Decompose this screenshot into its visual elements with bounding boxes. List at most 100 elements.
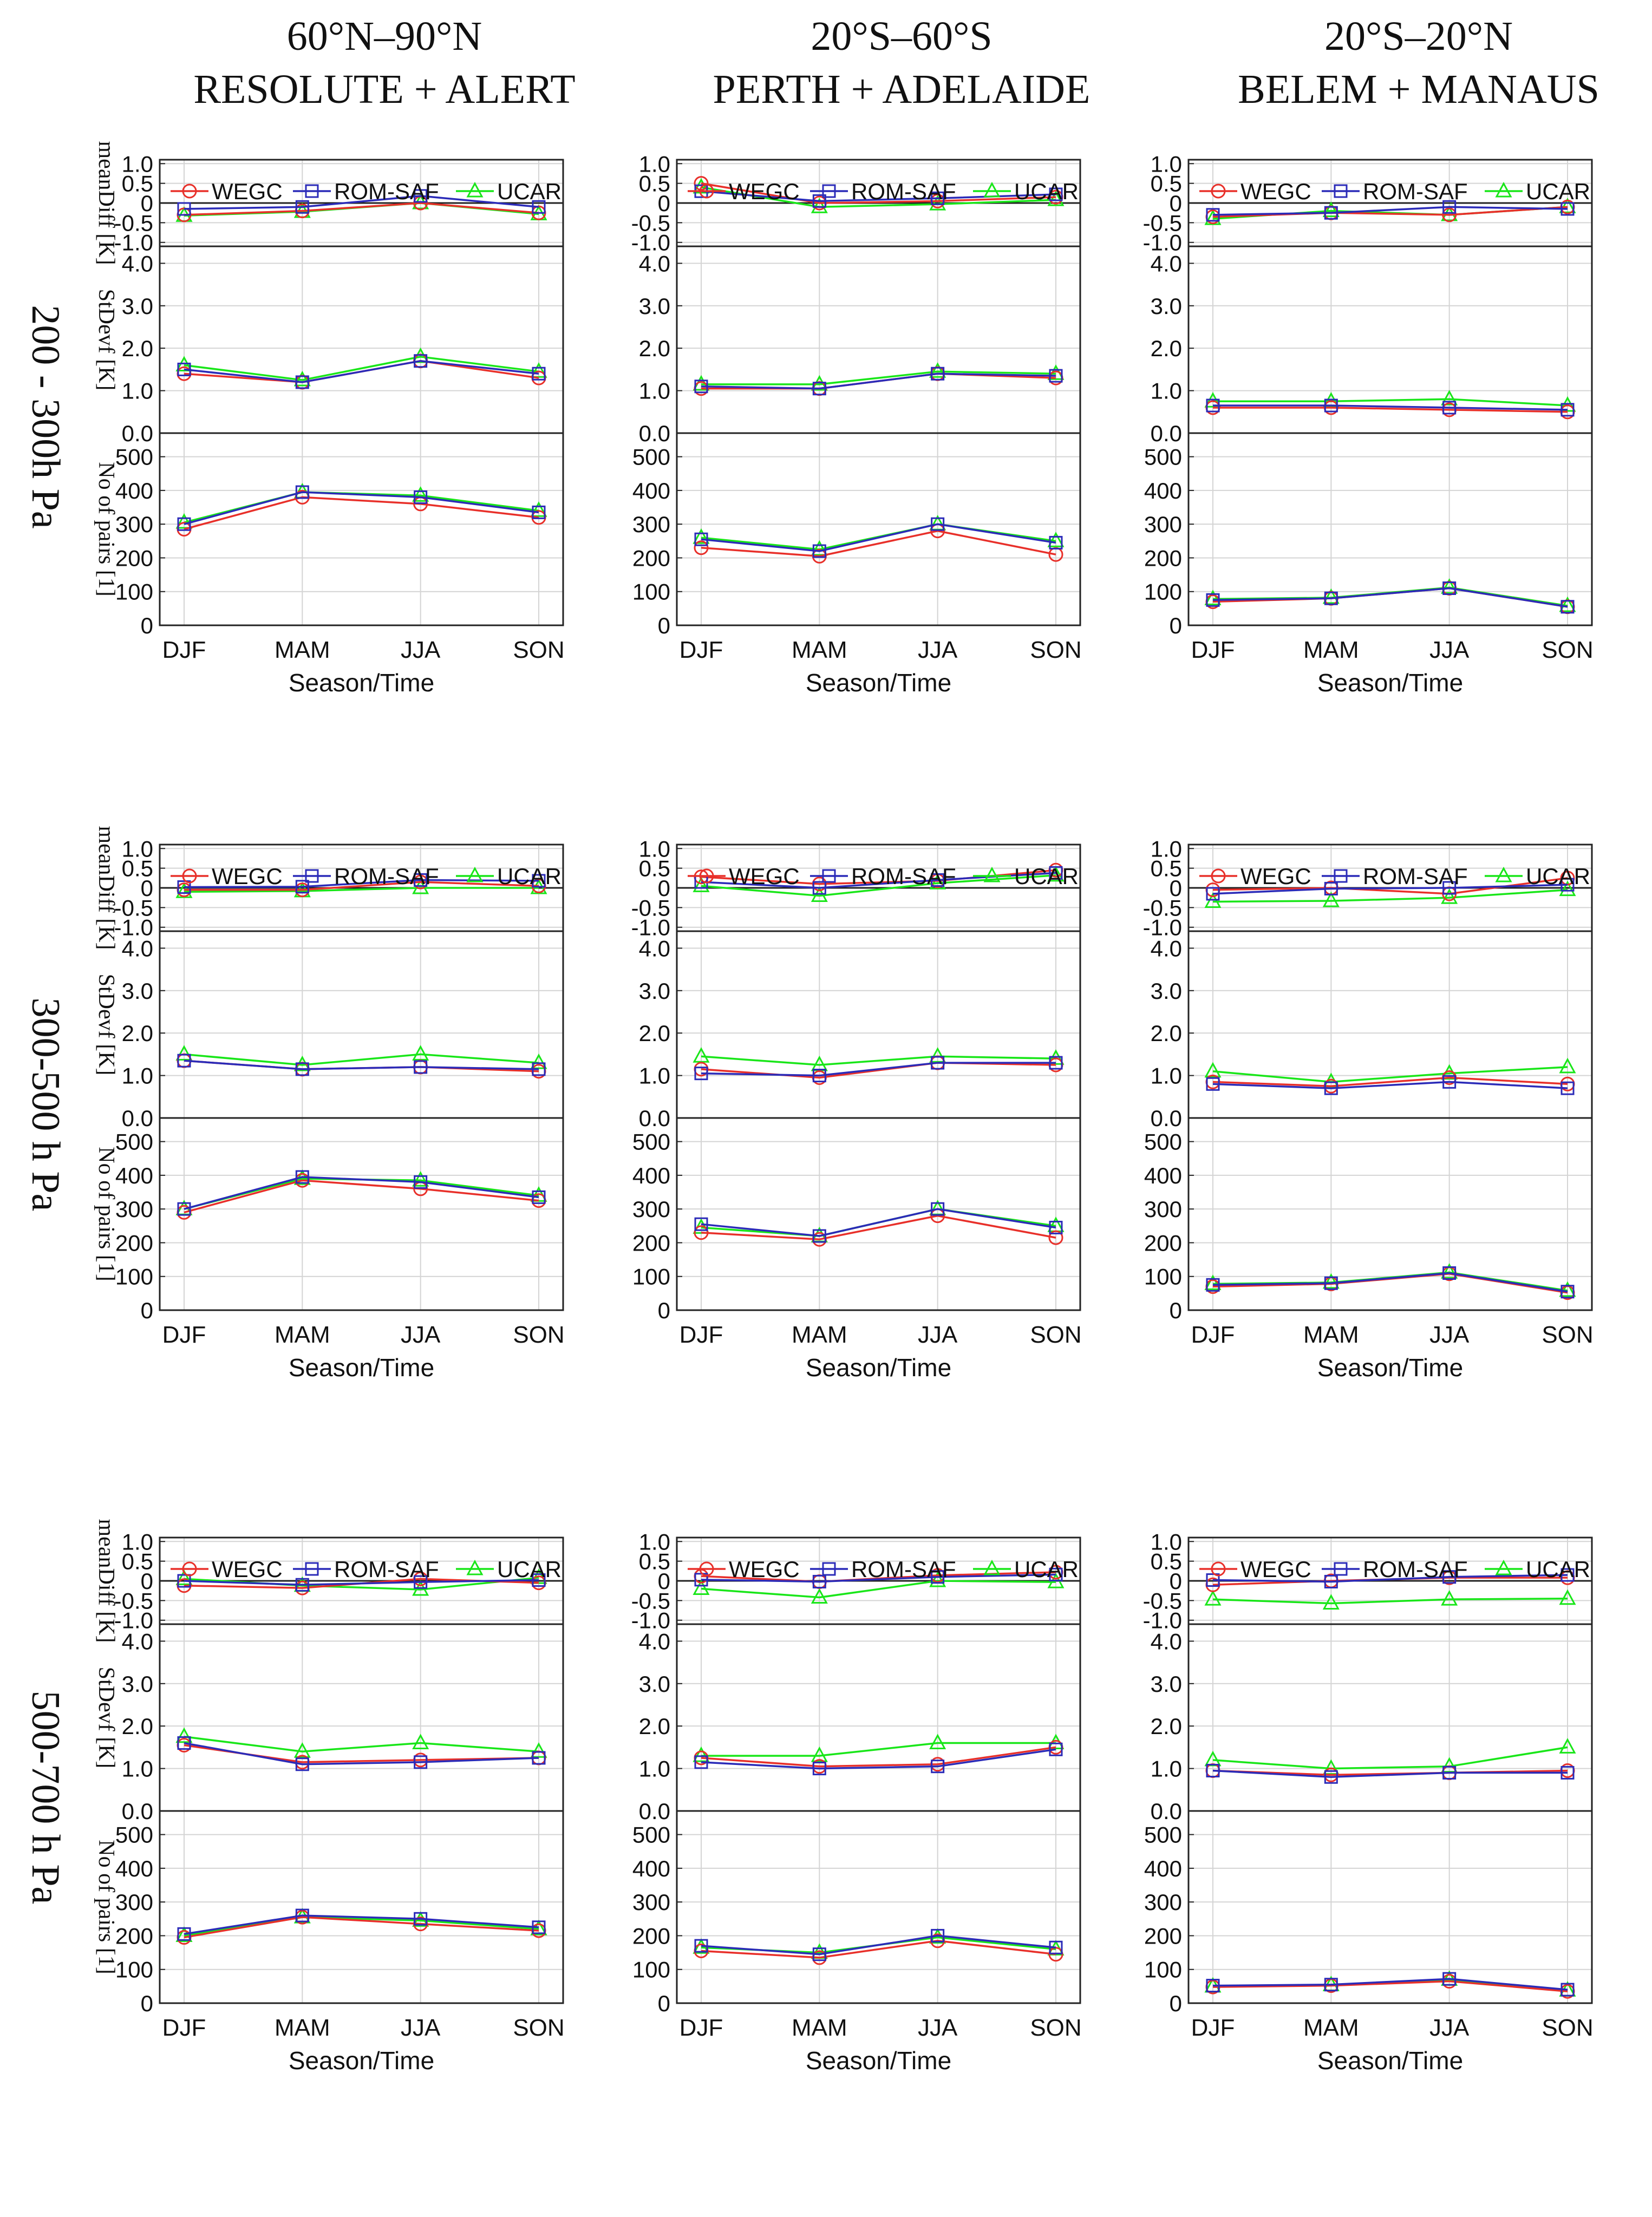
- x-tick-label: MAM: [1303, 2015, 1359, 2041]
- data-point-rom-saf: [295, 1908, 309, 1922]
- data-point-rom-saf: [812, 1069, 826, 1083]
- legend-marker-wegc: [1211, 1561, 1226, 1577]
- y-tick-label: 0: [1170, 191, 1182, 216]
- series-line-ucar: [701, 874, 1056, 897]
- series-line-rom-saf: [184, 1176, 539, 1210]
- y-tick-label: 1.0: [639, 378, 670, 404]
- x-axis-label: Season/Time: [806, 1353, 951, 1382]
- series-line-rom-saf: [1212, 1272, 1568, 1293]
- sd-panel: 4.0 3.0 2.0 1.0 0.0: [1151, 245, 1593, 446]
- x-tick-label: DJF: [162, 1322, 206, 1348]
- data-point-rom-saf: [812, 194, 826, 208]
- x-axis-label: Season/Time: [1317, 1353, 1463, 1382]
- data-point-rom-saf: [532, 874, 546, 888]
- data-point-rom-saf: [1049, 369, 1063, 383]
- legend-label-rom-saf: ROM-SAF: [851, 864, 956, 889]
- data-point-ucar: [530, 501, 547, 517]
- y-tick-label: 0.5: [1151, 1549, 1182, 1574]
- legend-marker-rom-saf: [822, 1562, 836, 1576]
- y-tick-label: 0.0: [639, 1106, 670, 1131]
- n-panel-frame: [159, 432, 564, 626]
- y-tick-label: 0.5: [122, 1549, 153, 1574]
- data-point-ucar: [693, 1047, 710, 1063]
- data-point-rom-saf: [295, 375, 309, 389]
- y-tick-label: 400: [632, 1856, 670, 1881]
- y-tick-label: 100: [115, 1957, 153, 1983]
- data-point-rom-saf: [694, 1939, 708, 1953]
- y-tick-label: 0.5: [1151, 171, 1182, 197]
- y-tick-label: 0: [141, 1991, 153, 2016]
- data-point-rom-saf: [414, 490, 428, 504]
- data-point-rom-saf: [812, 1229, 826, 1243]
- data-point-ucar: [1204, 1274, 1222, 1290]
- y-tick-label: 4.0: [639, 251, 670, 276]
- series-line-rom-saf: [701, 1934, 1056, 1956]
- series-line-ucar: [701, 370, 1056, 385]
- data-point-ucar: [1559, 1738, 1576, 1754]
- data-point-rom-saf: [812, 382, 826, 396]
- y-tick-label: 100: [632, 579, 670, 605]
- x-tick-label: MAM: [275, 2015, 330, 2041]
- series-line-wegc: [184, 1179, 539, 1214]
- x-tick-label: SON: [1542, 637, 1593, 663]
- data-point-rom-saf: [1324, 1978, 1338, 1992]
- n-panel-background: [1189, 1811, 1592, 2003]
- column-title-2-line2: PERTH + ADELAIDE: [713, 67, 1091, 112]
- data-point-ucar: [412, 1171, 429, 1187]
- data-point-ucar: [929, 195, 946, 211]
- x-tick-label: DJF: [162, 637, 206, 663]
- sd-panel: 4.0 3.0 2.0 1.0 0.0: [639, 930, 1081, 1131]
- mean-panel: 1.00.50-0.5-1.0 WEGC ROM-SAF UCAR: [631, 1529, 1081, 1633]
- series-line-rom-saf: [1212, 206, 1568, 216]
- y-tick-label: -1.0: [631, 915, 670, 940]
- legend-marker-wegc: [182, 184, 197, 199]
- data-point-rom-saf: [931, 367, 945, 381]
- y-tick-label: 200: [115, 1230, 153, 1255]
- legend-label-wegc: WEGC: [212, 864, 283, 889]
- x-tick-label: SON: [1030, 637, 1081, 663]
- data-point-ucar: [1047, 532, 1065, 547]
- series-line-wegc: [184, 202, 539, 216]
- y-tick-label: -1.0: [114, 1608, 153, 1633]
- y-tick-label: 0.5: [639, 1549, 670, 1574]
- y-tick-label: 300: [632, 1889, 670, 1915]
- data-point-rom-saf: [1049, 535, 1063, 550]
- y-tick-label: 0.5: [639, 171, 670, 197]
- y-tick-label: 2.0: [1151, 1714, 1182, 1739]
- y-tick-label: 4.0: [639, 936, 670, 961]
- y-tick-label: 100: [115, 579, 153, 605]
- legend-marker-rom-saf: [822, 869, 836, 883]
- y-tick-label: 0: [658, 613, 670, 638]
- data-point-rom-saf: [694, 532, 708, 546]
- data-point-ucar: [1441, 578, 1458, 594]
- data-point-rom-saf: [1442, 881, 1457, 895]
- y-tick-label: -0.5: [631, 210, 670, 236]
- y-tick-label: -0.5: [114, 895, 153, 920]
- data-point-rom-saf: [1324, 1276, 1338, 1290]
- n-y-axis-label: No of pairs [1]: [94, 1840, 119, 1974]
- data-point-rom-saf: [295, 200, 309, 214]
- y-tick-label: -1.0: [1143, 1608, 1182, 1633]
- column-title-1-line1: 60°N–90°N: [287, 14, 482, 59]
- data-point-rom-saf: [812, 1762, 826, 1776]
- y-tick-label: 0: [658, 1298, 670, 1323]
- data-point-ucar: [1322, 588, 1340, 604]
- y-tick-label: 0: [141, 613, 153, 638]
- y-tick-label: 0: [141, 1568, 153, 1594]
- legend-label-ucar: UCAR: [497, 864, 561, 889]
- data-point-rom-saf: [694, 1755, 708, 1769]
- data-point-rom-saf: [532, 1573, 546, 1587]
- data-point-wegc: [1048, 1230, 1063, 1245]
- data-point-rom-saf: [931, 1570, 945, 1584]
- sd-y-axis-label: StDevf [K]: [94, 289, 119, 391]
- y-tick-label: 0.5: [122, 171, 153, 197]
- y-tick-label: 0.0: [122, 421, 153, 446]
- y-tick-label: 3.0: [1151, 978, 1182, 1004]
- data-point-rom-saf: [1206, 1979, 1220, 1993]
- data-point-rom-saf: [177, 362, 191, 376]
- series-line-ucar: [184, 356, 539, 381]
- legend-marker-ucar: [466, 1559, 484, 1575]
- x-tick-label: MAM: [792, 637, 847, 663]
